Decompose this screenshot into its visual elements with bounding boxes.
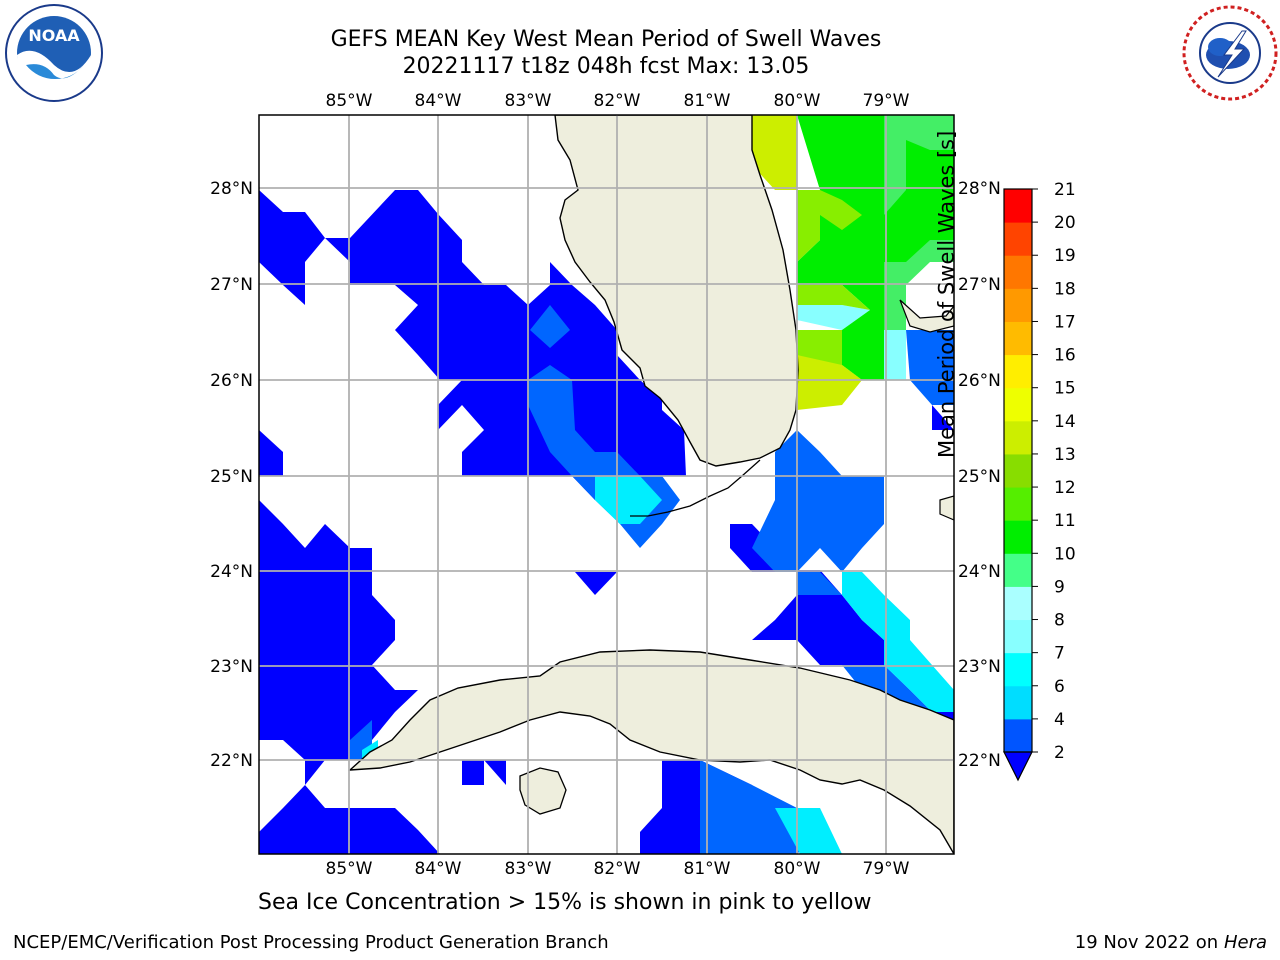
lat-label: 28°N <box>210 179 253 199</box>
lon-label: 84°W <box>415 91 462 111</box>
lon-label: 84°W <box>415 859 462 879</box>
top-lon-labels: 85°W 84°W 83°W 82°W 81°W 80°W 79°W <box>326 91 910 111</box>
colorbar-tick-label: 11 <box>1054 511 1076 531</box>
colorbar-tick-label: 8 <box>1054 611 1065 631</box>
lat-label: 25°N <box>958 467 1001 487</box>
colorbar-tick-label: 16 <box>1054 346 1076 366</box>
lon-label: 80°W <box>774 91 821 111</box>
map-grid <box>259 115 954 854</box>
lon-label: 80°W <box>774 859 821 879</box>
bahamas-land <box>899 299 954 333</box>
lat-label: 22°N <box>210 751 253 771</box>
lon-label: 82°W <box>594 859 641 879</box>
colorbar-tick-label: 17 <box>1054 312 1076 332</box>
colorbar-segment <box>1004 718 1032 753</box>
colorbar-tick-label: 10 <box>1054 544 1076 564</box>
colorbar-tick-label: 19 <box>1054 246 1076 266</box>
colorbar-segment <box>1004 619 1032 654</box>
colorbar-tick-label: 9 <box>1054 577 1065 597</box>
isla-juventud-land <box>519 767 567 815</box>
colorbar-tick-label: 4 <box>1054 710 1065 730</box>
footer-date: 19 Nov 2022 on Hera <box>1075 932 1267 953</box>
lon-label: 79°W <box>863 859 910 879</box>
florida-land <box>554 115 799 467</box>
lat-label: 27°N <box>210 275 253 295</box>
colorbar-segment <box>1004 586 1032 621</box>
colorbar-segment <box>1004 288 1032 322</box>
florida-keys <box>630 459 761 517</box>
nws-logo-icon <box>1182 5 1278 101</box>
lat-label: 22°N <box>958 751 1001 771</box>
colorbar-segment <box>1004 255 1032 289</box>
lon-label: 85°W <box>326 91 373 111</box>
lon-label: 83°W <box>505 859 552 879</box>
andros-land <box>939 495 954 521</box>
lon-label: 81°W <box>684 91 731 111</box>
noaa-logo-text: NOAA <box>28 26 80 45</box>
swell-field-cyan <box>362 476 954 854</box>
lat-label: 26°N <box>958 371 1001 391</box>
lat-label: 28°N <box>958 179 1001 199</box>
lat-label: 25°N <box>210 467 253 487</box>
colorbar: 2 4 6 7 8 9 10 11 12 13 14 15 16 17 18 19 20 21 <box>1003 180 1076 782</box>
lat-label: 26°N <box>210 371 253 391</box>
colorbar-tick-label: 2 <box>1054 743 1065 763</box>
colorbar-segment <box>1004 387 1032 422</box>
colorbar-tick-label: 6 <box>1054 677 1065 697</box>
right-lat-labels: 28°N 27°N 26°N 25°N 24°N 23°N 22°N <box>958 179 1001 771</box>
colorbar-tick-label: 14 <box>1054 412 1076 432</box>
footer-credit: NCEP/EMC/Verification Post Processing Pr… <box>13 932 609 953</box>
map-subtitle: 20221117 t18z 048h fcst Max: 13.05 <box>402 54 810 79</box>
colorbar-segment <box>1004 420 1032 455</box>
colorbar-tick-label: 13 <box>1054 445 1076 465</box>
colorbar-tick-label: 15 <box>1054 379 1076 399</box>
footer-date-text: 19 Nov 2022 on <box>1074 932 1219 953</box>
bottom-lon-labels: 85°W 84°W 83°W 82°W 81°W 80°W 79°W <box>326 859 910 879</box>
colorbar-tick-label: 18 <box>1054 279 1076 299</box>
colorbar-tick-label: 20 <box>1054 213 1076 233</box>
noaa-logo-icon: NOAA <box>5 4 103 102</box>
map-content <box>259 115 954 854</box>
map-frame <box>258 114 955 855</box>
colorbar-segment <box>1004 453 1032 488</box>
colorbar-segment <box>1004 321 1032 356</box>
colorbar-segment <box>1004 685 1032 720</box>
colorbar-tick-label: 21 <box>1054 180 1076 200</box>
colorbar-segment <box>1004 652 1032 687</box>
colorbar-tick-label: 7 <box>1054 644 1065 664</box>
left-lat-labels: 28°N 27°N 26°N 25°N 24°N 23°N 22°N <box>210 179 253 771</box>
footer-host: Hera <box>1223 932 1267 953</box>
map-title: GEFS MEAN Key West Mean Period of Swell … <box>330 27 882 52</box>
lon-label: 82°W <box>594 91 641 111</box>
swell-field-bright-green <box>797 115 954 380</box>
colorbar-label: Mean Period of Swell Waves [s] <box>934 130 959 458</box>
lon-label: 79°W <box>863 91 910 111</box>
sea-ice-caption: Sea Ice Concentration > 15% is shown in … <box>258 890 872 915</box>
colorbar-segment <box>1004 222 1032 256</box>
lon-label: 81°W <box>684 859 731 879</box>
colorbar-segment <box>1004 189 1032 223</box>
colorbar-frame <box>1003 188 1033 753</box>
lat-label: 23°N <box>958 657 1001 677</box>
lat-label: 24°N <box>210 562 253 582</box>
lat-label: 23°N <box>210 657 253 677</box>
colorbar-segment <box>1004 487 1032 521</box>
swell-field-yellow <box>752 115 862 410</box>
lon-label: 85°W <box>326 859 373 879</box>
lon-label: 83°W <box>505 91 552 111</box>
cuba-land <box>348 649 954 854</box>
colorbar-segment <box>1004 520 1032 554</box>
colorbar-tick-label: 12 <box>1054 478 1076 498</box>
colorbar-segment <box>1004 354 1032 389</box>
lat-label: 27°N <box>958 275 1001 295</box>
lat-label: 24°N <box>958 562 1001 582</box>
colorbar-under-triangle <box>1003 751 1033 782</box>
colorbar-segment <box>1004 553 1032 587</box>
